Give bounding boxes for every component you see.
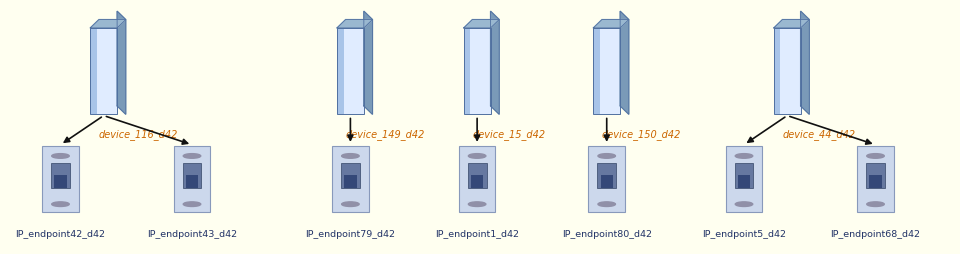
Bar bbox=[774, 28, 780, 114]
Text: device_44_d42: device_44_d42 bbox=[782, 130, 855, 140]
Circle shape bbox=[735, 154, 753, 158]
Text: IP_endpoint5_d42: IP_endpoint5_d42 bbox=[702, 230, 786, 239]
Polygon shape bbox=[90, 20, 126, 28]
Bar bbox=[337, 28, 344, 114]
Circle shape bbox=[598, 154, 615, 158]
Bar bbox=[857, 146, 894, 212]
Text: device_150_d42: device_150_d42 bbox=[602, 130, 682, 140]
Polygon shape bbox=[464, 20, 499, 28]
Bar bbox=[90, 28, 97, 114]
Bar bbox=[90, 28, 117, 114]
Polygon shape bbox=[364, 11, 372, 114]
Bar bbox=[55, 174, 66, 188]
Bar bbox=[174, 146, 210, 212]
Text: device_149_d42: device_149_d42 bbox=[346, 130, 425, 140]
Circle shape bbox=[342, 154, 359, 158]
Bar bbox=[464, 28, 491, 114]
Text: IP_endpoint68_d42: IP_endpoint68_d42 bbox=[830, 230, 921, 239]
Bar bbox=[774, 28, 801, 114]
Bar bbox=[780, 28, 801, 114]
Bar bbox=[341, 163, 360, 188]
Bar bbox=[870, 174, 881, 188]
Polygon shape bbox=[620, 11, 629, 114]
Bar bbox=[97, 28, 117, 114]
Polygon shape bbox=[491, 11, 499, 114]
Bar bbox=[459, 146, 495, 212]
Bar bbox=[726, 146, 762, 212]
Text: IP_endpoint43_d42: IP_endpoint43_d42 bbox=[147, 230, 237, 239]
Polygon shape bbox=[117, 11, 126, 114]
Text: IP_endpoint1_d42: IP_endpoint1_d42 bbox=[435, 230, 519, 239]
Polygon shape bbox=[801, 11, 809, 114]
Circle shape bbox=[867, 154, 884, 158]
Bar bbox=[344, 28, 364, 114]
Circle shape bbox=[598, 202, 615, 207]
Bar bbox=[593, 28, 600, 114]
Circle shape bbox=[183, 154, 201, 158]
Circle shape bbox=[52, 202, 69, 207]
Circle shape bbox=[342, 202, 359, 207]
Bar bbox=[866, 163, 885, 188]
Circle shape bbox=[468, 202, 486, 207]
Text: device_116_d42: device_116_d42 bbox=[99, 130, 179, 140]
Circle shape bbox=[735, 202, 753, 207]
Circle shape bbox=[52, 154, 69, 158]
Bar bbox=[186, 174, 198, 188]
Polygon shape bbox=[337, 20, 372, 28]
Bar bbox=[734, 163, 754, 188]
Bar bbox=[471, 174, 483, 188]
Text: device_15_d42: device_15_d42 bbox=[472, 130, 545, 140]
Circle shape bbox=[468, 154, 486, 158]
Bar bbox=[337, 28, 364, 114]
Text: IP_endpoint42_d42: IP_endpoint42_d42 bbox=[15, 230, 106, 239]
Bar bbox=[600, 28, 620, 114]
Bar bbox=[345, 174, 356, 188]
Bar bbox=[464, 28, 470, 114]
Text: IP_endpoint79_d42: IP_endpoint79_d42 bbox=[305, 230, 396, 239]
Bar bbox=[593, 28, 620, 114]
Bar bbox=[182, 163, 202, 188]
Bar bbox=[468, 163, 487, 188]
Polygon shape bbox=[593, 20, 629, 28]
Circle shape bbox=[867, 202, 884, 207]
Bar bbox=[588, 146, 625, 212]
Bar bbox=[51, 163, 70, 188]
Text: IP_endpoint80_d42: IP_endpoint80_d42 bbox=[562, 230, 652, 239]
Circle shape bbox=[183, 202, 201, 207]
Bar bbox=[470, 28, 491, 114]
Bar bbox=[42, 146, 79, 212]
Polygon shape bbox=[774, 20, 809, 28]
Bar bbox=[332, 146, 369, 212]
Bar bbox=[738, 174, 750, 188]
Bar bbox=[601, 174, 612, 188]
Bar bbox=[597, 163, 616, 188]
